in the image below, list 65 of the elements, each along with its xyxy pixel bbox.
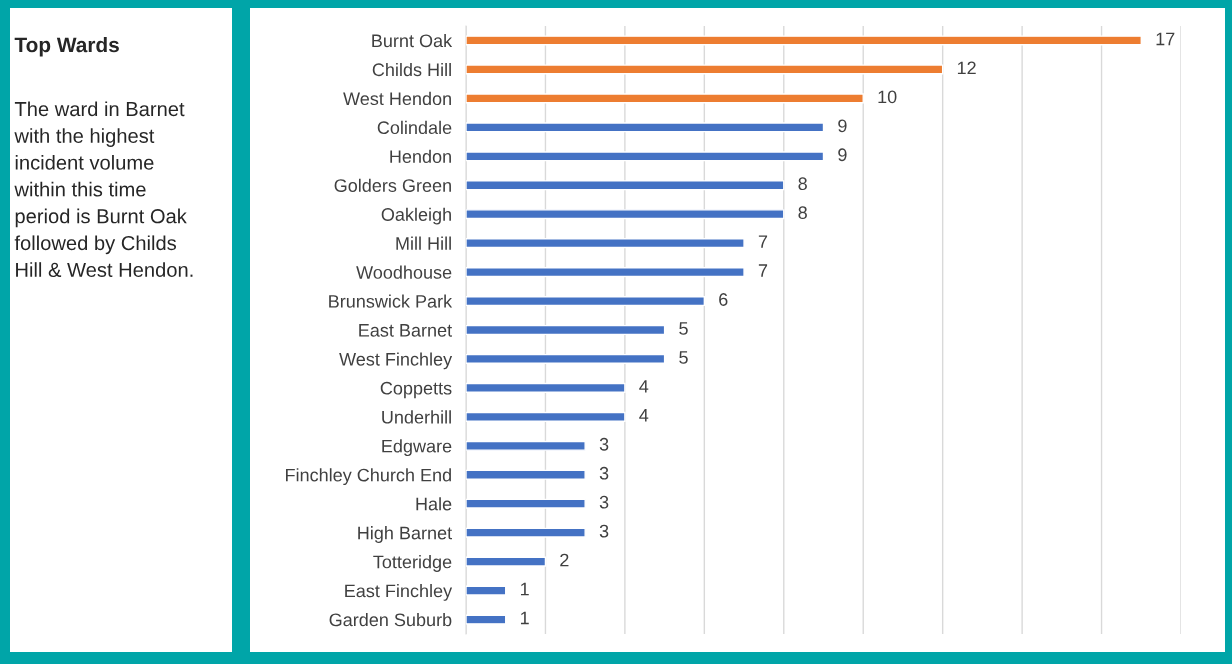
- bar: [466, 556, 547, 567]
- y-tick-label: Hale: [416, 497, 452, 511]
- bar: [466, 151, 825, 162]
- y-tick-label: West Finchley: [339, 352, 453, 370]
- y-tick-label: Garden Suburb: [329, 612, 452, 627]
- y-tick-label: Colindale: [377, 120, 452, 135]
- data-label: 3: [599, 466, 609, 480]
- data-label: 2: [560, 553, 569, 567]
- data-label: 5: [679, 351, 688, 364]
- bar: [466, 614, 507, 625]
- data-label: 4: [639, 380, 649, 393]
- data-label: 5: [679, 322, 688, 335]
- y-tick-label: Underhill: [382, 410, 451, 424]
- y-tick-label: Finchley Church End: [286, 468, 451, 486]
- bar: [466, 122, 825, 133]
- bar: [466, 267, 745, 278]
- data-label: 3: [599, 495, 609, 509]
- data-label: 10: [878, 90, 897, 104]
- y-tick-label: Brunswick Park: [329, 294, 453, 308]
- data-label: 1: [520, 611, 529, 625]
- data-label: 8: [798, 206, 807, 220]
- data-label: 8: [798, 177, 807, 191]
- bar: [466, 180, 785, 191]
- bar: [466, 469, 586, 480]
- data-label: 17: [1156, 32, 1175, 46]
- data-label: 4: [639, 409, 649, 422]
- y-tick-label: East Barnet: [359, 324, 452, 337]
- y-tick-label: Coppetts: [380, 381, 452, 399]
- y-tick-label: East Finchley: [345, 584, 453, 601]
- y-tick-label: Oakleigh: [381, 207, 451, 225]
- y-tick-label: Childs Hill: [372, 62, 451, 77]
- data-label: 3: [599, 437, 609, 451]
- y-tick-label: Edgware: [382, 439, 452, 457]
- bar: [466, 64, 944, 75]
- bar: [466, 353, 666, 364]
- y-tick-label: Hendon: [390, 149, 451, 164]
- y-tick-label: Totteridge: [373, 555, 452, 572]
- data-label: 9: [838, 119, 847, 133]
- bar: [466, 209, 785, 220]
- y-tick-label: Woodhouse: [356, 265, 452, 279]
- y-tick-label: Burnt Oak: [372, 33, 453, 48]
- bar: [466, 35, 1142, 46]
- data-label: 3: [599, 524, 609, 538]
- data-label: 1: [520, 582, 529, 596]
- bar: [466, 382, 626, 393]
- y-tick-label: West Hendon: [343, 91, 451, 106]
- text: Top Wards: [14, 36, 119, 57]
- bar: [466, 238, 745, 249]
- bar: [466, 296, 706, 307]
- data-label: 7: [758, 264, 768, 277]
- bar: [466, 585, 507, 596]
- bar: [466, 527, 586, 538]
- y-tick-label: Mill Hill: [396, 236, 451, 250]
- data-label: 6: [719, 293, 728, 306]
- text: The ward in Barnet with the highest incident volume within this time period is Burnt Oak followed by Childs Hill & West Hendon.: [14, 101, 193, 277]
- bar: [466, 93, 864, 104]
- y-tick-label: Golders Green: [334, 178, 451, 192]
- data-label: 12: [957, 61, 976, 75]
- y-tick-label: High Barnet: [358, 526, 452, 543]
- bar: [466, 411, 626, 422]
- bar: [466, 498, 586, 509]
- bar: [466, 324, 666, 336]
- data-label: 7: [758, 235, 768, 248]
- bar: [466, 440, 586, 451]
- data-label: 9: [838, 148, 847, 162]
